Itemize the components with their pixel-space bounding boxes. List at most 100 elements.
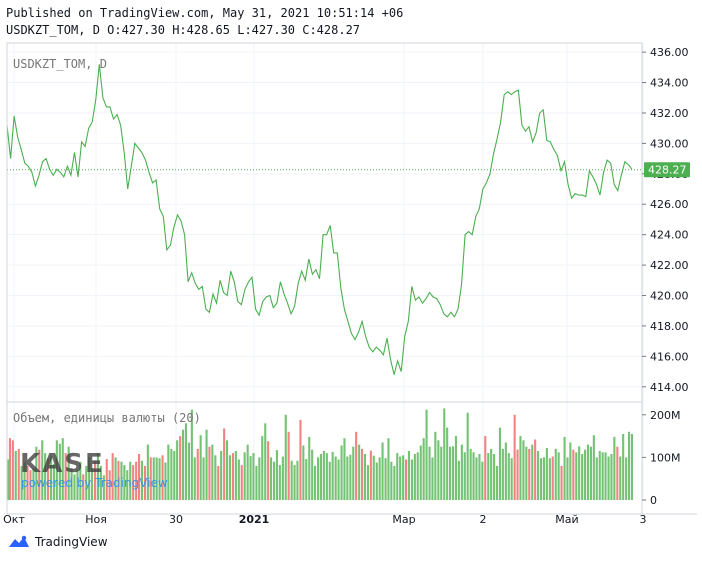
volume-axis[interactable]: 200M 100M 0 (642, 409, 681, 507)
volume-bar (625, 457, 628, 500)
volume-bar (217, 465, 220, 500)
volume-bar (378, 457, 381, 500)
published-line: Published on TradingView.com, May 31, 20… (6, 6, 404, 20)
volume-bar (413, 454, 416, 500)
volume-bar (284, 414, 287, 500)
volume-bar (443, 408, 446, 500)
volume-bar (331, 451, 334, 500)
volume-bar (566, 457, 569, 500)
time-tick-label: 30 (169, 513, 183, 526)
volume-bar (117, 460, 120, 500)
volume-bar (317, 457, 320, 500)
volume-bar (23, 462, 26, 500)
interval: D (92, 23, 100, 37)
volume-bar (187, 442, 191, 500)
volume-bar (434, 431, 437, 500)
volume-bar (343, 438, 346, 500)
volume-bar (334, 456, 337, 500)
volume-bar (158, 458, 161, 500)
volume-tick-label: 100M (650, 451, 681, 464)
volume-bar (452, 446, 455, 500)
grid (7, 43, 644, 500)
time-tick-label: 3 (640, 513, 647, 526)
volume-bar (228, 455, 232, 500)
volume-bar (79, 461, 82, 500)
volume-bar (578, 446, 581, 500)
volume-bar (381, 442, 384, 500)
volume-bar (501, 448, 504, 500)
volume-bar (252, 453, 255, 500)
volume-bar (199, 435, 202, 500)
volume-bar (393, 465, 396, 500)
volume-bar (337, 459, 340, 500)
last-price-badge-bg (644, 162, 690, 178)
volume-bar (586, 444, 590, 500)
volume-bar (422, 438, 425, 500)
volume-bar (61, 438, 64, 500)
volume-bar (554, 448, 557, 500)
volume-bar (305, 459, 308, 500)
price-axis[interactable]: 436.00434.00432.00430.00428.00426.00424.… (642, 46, 689, 394)
volume-bar (487, 453, 490, 500)
volume-bar (138, 454, 141, 500)
volume-bar (176, 440, 179, 500)
volume-bar (607, 456, 610, 500)
volume-bar (161, 455, 164, 500)
volume-bar (70, 468, 73, 500)
volume-bar (601, 452, 604, 500)
volume-bar (67, 446, 70, 500)
volume-bar (352, 446, 355, 500)
volume-bar (319, 454, 323, 500)
volume-bar (44, 453, 47, 500)
volume-bar (208, 446, 211, 500)
volume-bar (173, 451, 176, 500)
volume-bar (548, 458, 551, 500)
last-price-value: 428.27 (648, 164, 687, 177)
volume-bar (234, 451, 237, 500)
volume-bar (390, 461, 393, 500)
volume-bar (129, 461, 132, 500)
price-tick-label: 436.00 (650, 46, 689, 59)
price-tick-label: 416.00 (650, 350, 689, 363)
price-tick-label: 426.00 (650, 198, 689, 211)
volume-bar (182, 429, 185, 500)
volume-bar (449, 446, 452, 500)
pane-label: USDKZT_TOM, D (13, 57, 107, 71)
volume-bar (287, 431, 290, 500)
volume-bar (14, 451, 17, 500)
volume-bar (47, 458, 50, 500)
time-axis[interactable]: Окт Ноя 30 2021 Мар 2 Май 3 (3, 513, 646, 526)
volume-bar (396, 453, 399, 500)
volume-bar (293, 465, 296, 500)
volume-bar (202, 457, 205, 500)
volume-bar (32, 468, 35, 500)
volume-bar (440, 446, 443, 500)
volume-bar (258, 457, 261, 500)
volume-bar (38, 449, 41, 500)
time-tick-label: Май (555, 513, 578, 526)
volume-bar (513, 414, 516, 500)
tradingview-brand[interactable]: TradingView (8, 535, 108, 549)
volume-bar (111, 453, 114, 500)
volume-bar (149, 457, 152, 500)
volume-bar (255, 465, 258, 500)
volume-bar (504, 442, 507, 500)
volume-bar (143, 465, 147, 500)
volume-bar (481, 461, 484, 500)
volume-bar (540, 458, 543, 500)
volume-bar (349, 454, 352, 500)
volume-bar (405, 459, 408, 500)
volume-bar (531, 444, 534, 500)
volume-bar (126, 470, 129, 500)
volume-bar (516, 449, 519, 500)
volume-bar (563, 436, 566, 500)
volume-bar (384, 458, 387, 500)
volume-bar (105, 459, 108, 500)
volume-bar (243, 452, 246, 500)
volume-bar (545, 448, 548, 500)
volume-bar (419, 445, 422, 500)
volume-bar (428, 446, 431, 500)
volume-bar (460, 444, 463, 500)
volume-bar (41, 440, 44, 500)
